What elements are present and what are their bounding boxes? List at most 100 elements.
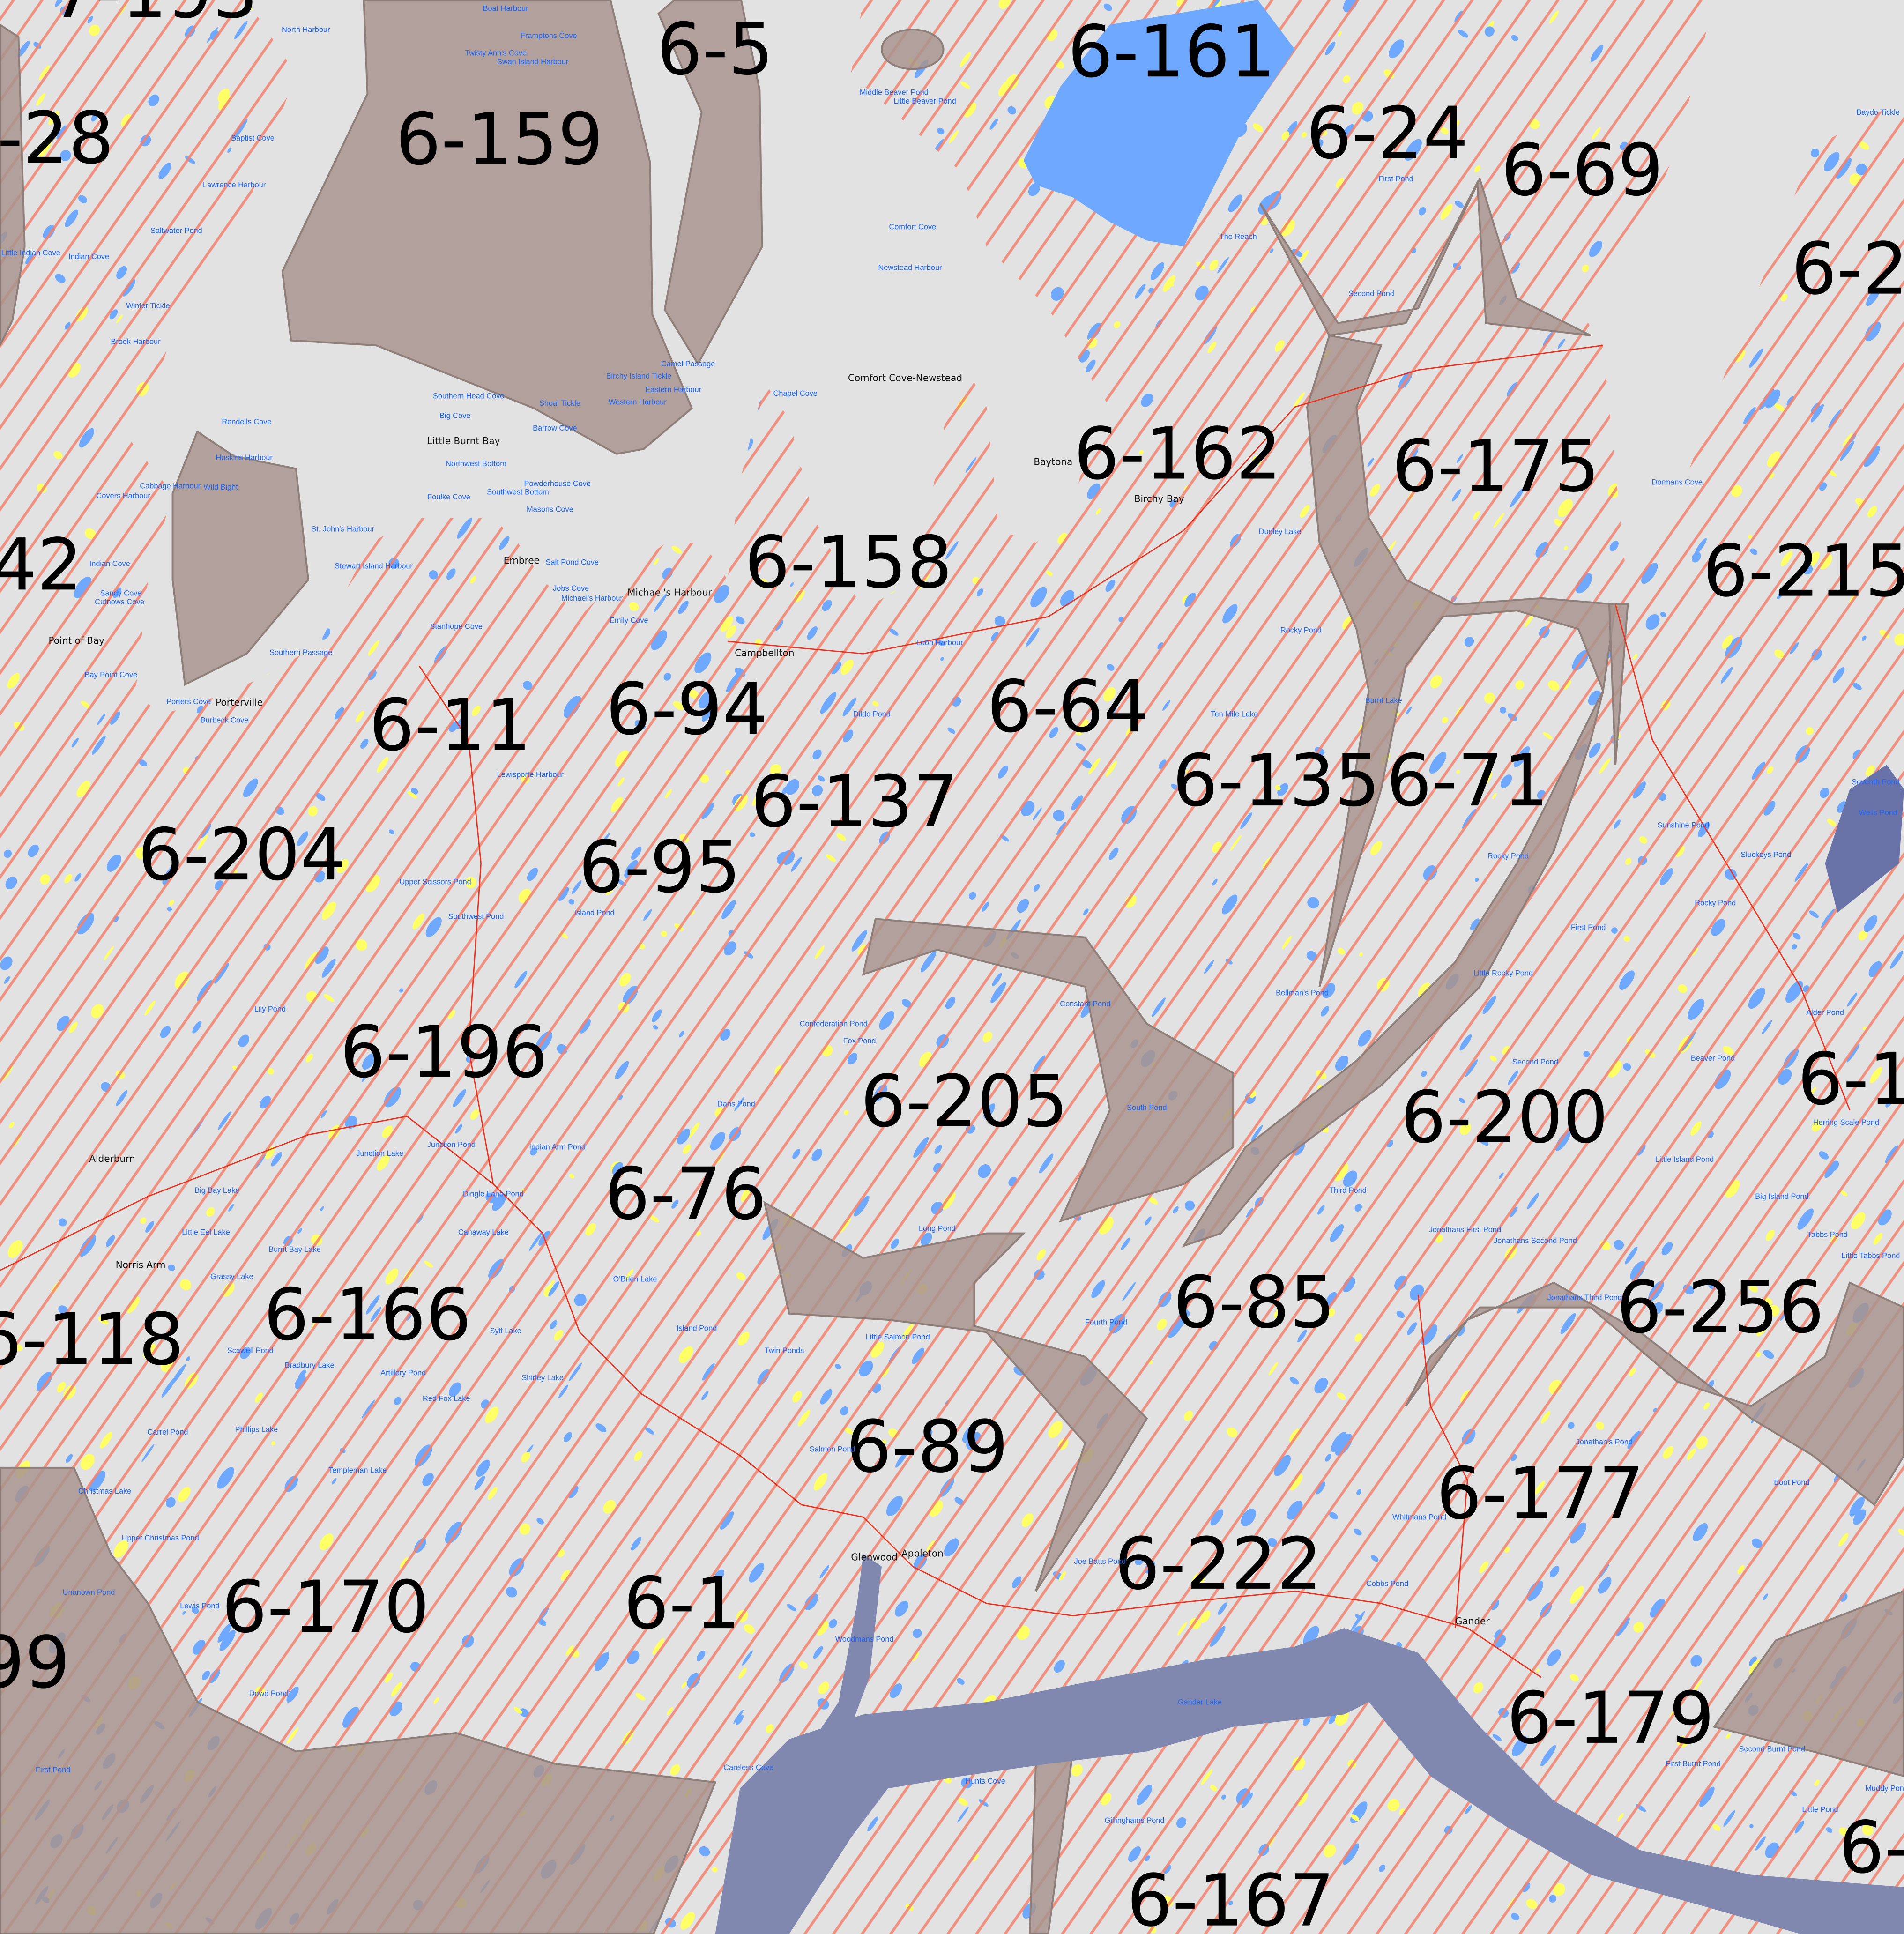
water-feature-label: Templeman Lake — [328, 1466, 387, 1474]
zone-label[interactable]: 6-2 — [1792, 228, 1904, 311]
water-feature-label: Loon Harbour — [916, 639, 963, 647]
zone-label[interactable]: 6-175 — [1392, 425, 1600, 508]
island — [880, 29, 945, 70]
lakes — [715, 0, 1904, 1934]
zone-label[interactable]: -28 — [0, 97, 114, 180]
zone-label[interactable]: 6-69 — [1501, 129, 1663, 212]
water-feature-label: Sandy Cove — [100, 589, 142, 598]
zone-label[interactable]: 6-158 — [744, 521, 952, 604]
water-feature-label: First Burnt Pond — [1666, 1760, 1721, 1768]
water-feature-label: Little Pond — [1802, 1805, 1838, 1814]
water-feature-label: Dudley Lake — [1259, 528, 1302, 536]
water-feature-label: Dormans Cove — [1651, 478, 1703, 487]
water-feature-label: Foulke Cove — [427, 493, 470, 501]
corridor-6-24 — [1259, 176, 1592, 337]
zone-label[interactable]: 6-256 — [1616, 1266, 1824, 1349]
water-feature-label: Salt Pond Cove — [546, 558, 599, 567]
strip-6-215 — [1608, 603, 1629, 765]
water-feature-label: Whitmans Pond — [1392, 1513, 1446, 1521]
zone-label[interactable]: 99 — [0, 1621, 70, 1704]
corridor-6-71 — [1182, 690, 1604, 1248]
water-feature-label: Artillery Pond — [380, 1369, 426, 1377]
trans-canada-highway — [0, 1116, 1542, 1678]
water-feature-label: Stanhope Cove — [430, 623, 483, 631]
zone-label[interactable]: 6-159 — [395, 98, 603, 181]
water-feature-label: Upper Christmas Pond — [122, 1534, 199, 1542]
zone-label[interactable]: 6-24 — [1306, 92, 1468, 175]
water-feature-label: Little Indian Cove — [1, 249, 60, 257]
zone-label[interactable]: 6-170 — [222, 1566, 430, 1649]
water-feature-label: Island Pond — [677, 1324, 717, 1333]
water-feature-label: Unanown Pond — [63, 1588, 115, 1597]
area-southeast — [1712, 1590, 1904, 1778]
zone-label[interactable]: 42 — [0, 523, 82, 607]
zone-label[interactable]: 6-85 — [1173, 1261, 1335, 1345]
water-feature-label: Fourth Pond — [1085, 1318, 1127, 1326]
zone-label[interactable]: 6-1 — [624, 1562, 740, 1645]
zone-label[interactable]: 6-179 — [1507, 1677, 1715, 1760]
zone-label[interactable]: 6-162 — [1074, 412, 1282, 496]
water-feature-label: Little Tabbs Pond — [1842, 1251, 1900, 1260]
zone-label[interactable]: 6-64 — [987, 665, 1149, 749]
water-feature-label: Island Pond — [574, 908, 615, 917]
settlement-label: Gander — [1455, 1615, 1490, 1627]
settlement-label: Little Burnt Bay — [427, 435, 500, 446]
water-feature-label: Southern Head Cove — [433, 392, 504, 400]
water-feature-label: Shoal Tickle — [539, 399, 580, 408]
zone-label[interactable]: 6-196 — [340, 1011, 548, 1094]
settlement-label: Baytona — [1034, 456, 1072, 468]
zone-label[interactable]: 6-118 — [0, 1298, 184, 1382]
settlement-label: Point of Bay — [48, 635, 104, 646]
water-feature-label: Twisty Ann's Cove — [465, 49, 527, 57]
zone-label[interactable]: 6-200 — [1400, 1076, 1608, 1160]
water-feature-label: Indian Cove — [68, 253, 109, 261]
water-feature-label: Jonathan's Pond — [1576, 1438, 1633, 1446]
settlement-label: Michael's Harbour — [627, 587, 712, 598]
zone-label[interactable]: 6-161 — [1068, 10, 1276, 94]
water-feature-label: Second Burnt Pond — [1739, 1745, 1805, 1753]
water-feature-label: Little Salmon Pond — [866, 1333, 930, 1341]
zone-label[interactable]: 6-204 — [138, 813, 346, 897]
zone-label[interactable]: 6-5 — [657, 8, 774, 91]
island-west — [171, 430, 310, 686]
water-feature-label: Bradbury Lake — [285, 1361, 335, 1370]
zone-label[interactable]: 7-193 — [50, 0, 258, 35]
zone-label[interactable]: 6-71 — [1386, 739, 1548, 823]
zone-label[interactable]: 6-137 — [751, 760, 959, 844]
area-6-89 — [763, 1200, 1148, 1592]
zone-label[interactable]: 6-177 — [1436, 1452, 1644, 1536]
zone-label[interactable]: 6-95 — [579, 826, 741, 909]
gander-lake — [715, 1628, 1904, 1934]
zone-label[interactable]: 6-205 — [861, 1060, 1069, 1144]
water-feature-label: Gillinghams Pond — [1105, 1816, 1165, 1825]
water-feature-label: Big Bay Lake — [194, 1186, 239, 1195]
corridor-6-175 — [1306, 334, 1617, 987]
water-feature-label: Dowd Pond — [249, 1689, 289, 1698]
zone-label[interactable]: 6-89 — [846, 1406, 1008, 1489]
water-feature-label: Rocky Pond — [1280, 626, 1322, 635]
zone-label[interactable]: 6- — [1839, 1806, 1904, 1889]
zone-label[interactable]: 6-11 — [369, 684, 531, 767]
zone-label[interactable]: 6-167 — [1127, 1860, 1335, 1934]
zone-label[interactable]: 6-222 — [1115, 1523, 1323, 1606]
zone-label[interactable]: 6-166 — [264, 1273, 472, 1357]
water-feature-label: Lewis Pond — [180, 1602, 219, 1610]
water-feature-label: Burbeck Cove — [201, 716, 248, 725]
water-feature-label: Camel Passage — [661, 360, 715, 368]
area-6-5 — [657, 0, 763, 366]
water-feature-label: Sluckeys Pond — [1740, 851, 1791, 859]
water-feature-label: Second Pond — [1348, 290, 1394, 298]
water-feature-label: Chapel Cove — [774, 389, 818, 398]
zone-label[interactable]: 6-215 — [1703, 530, 1904, 613]
water-feature-label: Carrel Pond — [147, 1428, 188, 1436]
water-feature-label: Wells Pond — [1859, 809, 1897, 817]
zone-label[interactable]: 6-76 — [604, 1153, 766, 1236]
water-feature-label: Careless Cove — [723, 1763, 774, 1772]
zone-label[interactable]: 6-94 — [606, 668, 768, 751]
zone-label[interactable]: 6-1 — [1798, 1038, 1904, 1121]
zone-label[interactable]: 6-135 — [1172, 739, 1380, 823]
water-feature-label: Cutnows Cove — [95, 598, 144, 606]
water-feature-label: Porters Cove — [166, 698, 211, 706]
water-feature-label: Beaver Pond — [1691, 1054, 1735, 1063]
